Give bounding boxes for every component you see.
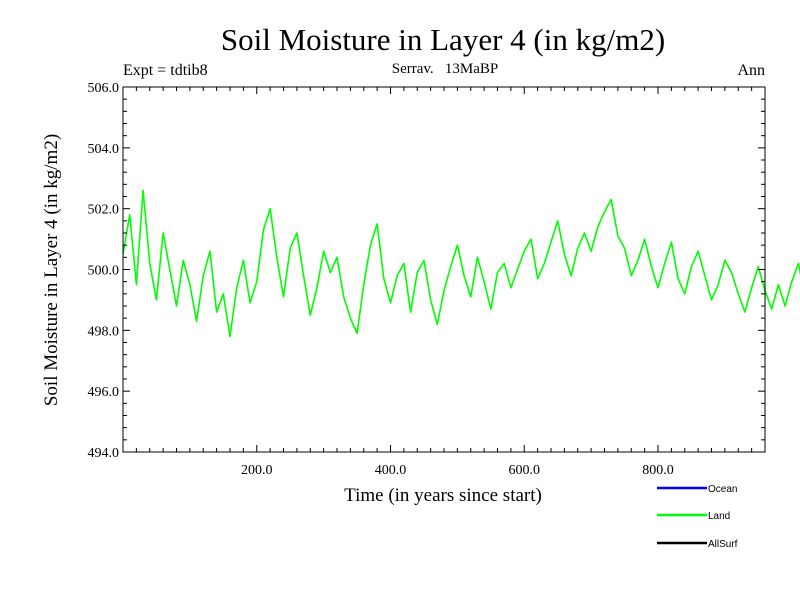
- legend-label-land: Land: [708, 511, 730, 522]
- chart-title: Soil Moisture in Layer 4 (in kg/m2): [221, 22, 665, 57]
- x-axis-label: Time (in years since start): [344, 485, 542, 506]
- x-tick-label: 400.0: [375, 463, 407, 478]
- legend: Ocean Land AllSurf: [657, 484, 738, 550]
- y-tick-label: 506.0: [88, 81, 120, 96]
- y-tick-label: 502.0: [88, 203, 120, 218]
- series-line-land: [122, 189, 800, 338]
- experiment-label: Expt = tdtib8: [123, 62, 208, 79]
- x-tick-label: 200.0: [241, 463, 273, 478]
- y-tick-label: 500.0: [88, 264, 120, 279]
- legend-label-allsurf: AllSurf: [708, 539, 738, 550]
- period-label: Serrav. 13MaBP: [392, 61, 499, 77]
- y-tick-label: 504.0: [88, 142, 120, 157]
- legend-label-ocean: Ocean: [708, 484, 737, 495]
- season-label: Ann: [737, 62, 765, 79]
- data-layer: [122, 189, 800, 338]
- x-tick-label: 600.0: [509, 463, 541, 478]
- y-axis-label: Soil Moisture in Layer 4 (in kg/m2): [41, 134, 62, 406]
- plot-frame: [122, 86, 766, 453]
- y-tick-label: 494.0: [88, 446, 120, 461]
- y-tick-label: 498.0: [88, 324, 120, 339]
- x-tick-label: 800.0: [642, 463, 674, 478]
- y-tick-label: 496.0: [88, 385, 120, 400]
